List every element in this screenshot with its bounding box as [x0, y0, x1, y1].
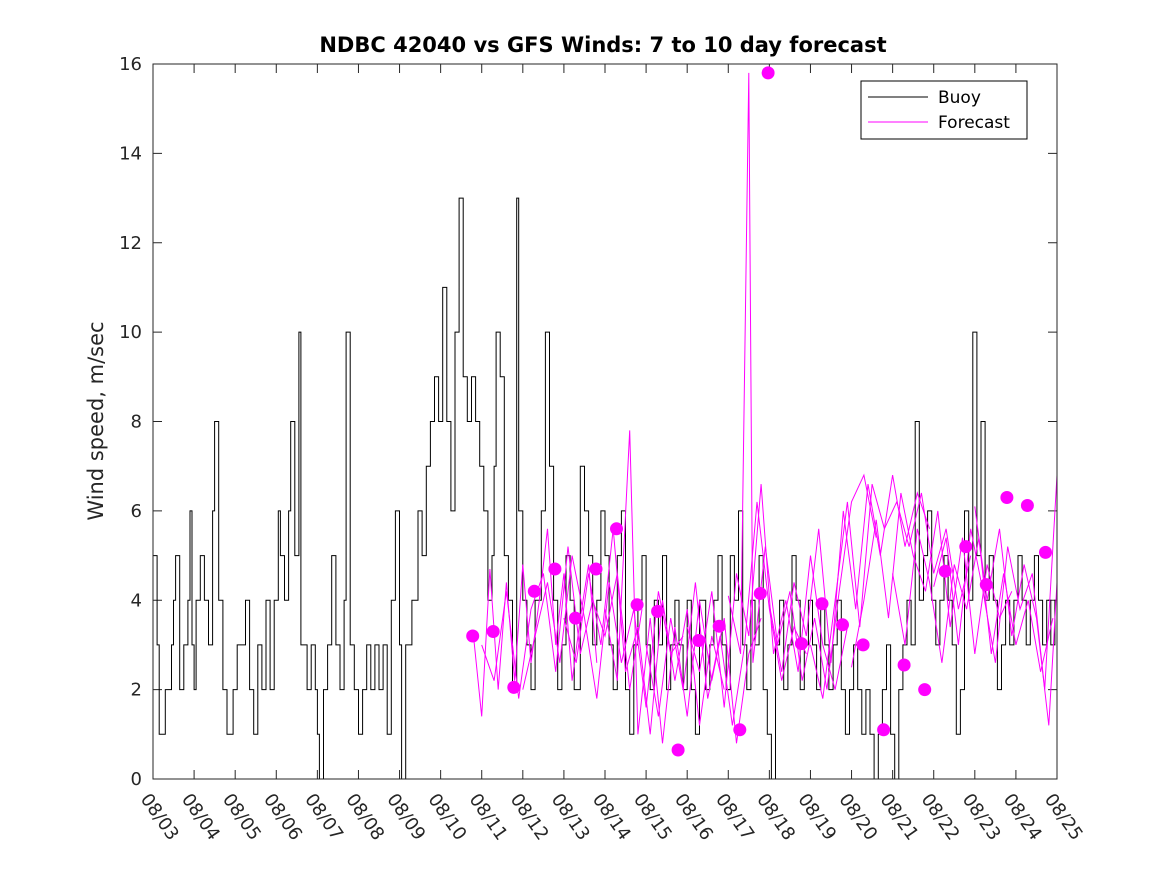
y-tick-label: 8 [131, 412, 142, 433]
y-tick-label: 12 [119, 233, 142, 254]
plot-background [153, 64, 1057, 779]
forecast-marker [466, 629, 480, 643]
y-tick-label: 16 [119, 54, 142, 75]
plot-frame [152, 63, 1058, 780]
y-tick-label: 4 [131, 590, 142, 611]
forecast-marker [527, 584, 541, 598]
plot-area: 024681012141608/0308/0408/0508/0608/0708… [119, 54, 1087, 844]
forecast-marker [486, 625, 500, 638]
forecast-marker [507, 680, 521, 694]
series-forecast-line [933, 475, 1058, 690]
forecast-marker [712, 619, 726, 633]
series-forecast-line [686, 484, 848, 708]
forecast-marker [794, 637, 808, 651]
forecast-marker [630, 598, 644, 612]
forecast-marker [877, 723, 891, 737]
forecast-marker [692, 634, 706, 647]
series-forecast-line [768, 475, 931, 672]
forecast-marker [1020, 499, 1034, 512]
legend: Buoy Forecast [860, 80, 1028, 140]
forecast-marker [753, 587, 767, 600]
series-forecast-line [481, 546, 643, 699]
y-tick-label: 10 [119, 322, 142, 343]
chart-title: NDBC 42040 vs GFS Winds: 7 to 10 day for… [319, 33, 886, 57]
forecast-marker [610, 522, 623, 536]
forecast-marker [733, 723, 747, 737]
forecast-marker [979, 578, 993, 592]
forecast-marker [856, 638, 870, 652]
y-tick-label: 14 [119, 143, 142, 164]
forecast-marker [815, 597, 829, 611]
forecast-marker [959, 540, 973, 554]
y-tick-label: 0 [131, 769, 142, 790]
forecast-marker [836, 618, 849, 632]
forecast-marker [1039, 545, 1052, 559]
forecast-marker [568, 611, 582, 625]
legend-buoy-label: Buoy [938, 88, 981, 108]
forecast-marker [651, 604, 665, 618]
series-forecast-line [892, 528, 1054, 672]
forecast-marker [1000, 491, 1014, 504]
forecast-marker [761, 66, 775, 80]
forecast-marker [918, 683, 932, 697]
forecast-marker [589, 562, 603, 576]
y-axis-label: Wind speed, m/sec [84, 321, 108, 520]
legend-forecast-label: Forecast [938, 113, 1010, 133]
series-forecast-line [810, 483, 972, 699]
forecast-marker [938, 564, 952, 578]
y-tick-label: 6 [131, 501, 142, 522]
series-forecast-line [727, 72, 877, 690]
legend-box [860, 80, 1028, 140]
y-tick-label: 2 [131, 680, 142, 701]
forecast-marker [671, 743, 685, 757]
forecast-marker [548, 562, 562, 576]
forecast-marker [897, 658, 911, 672]
series-forecast-line [604, 430, 762, 744]
